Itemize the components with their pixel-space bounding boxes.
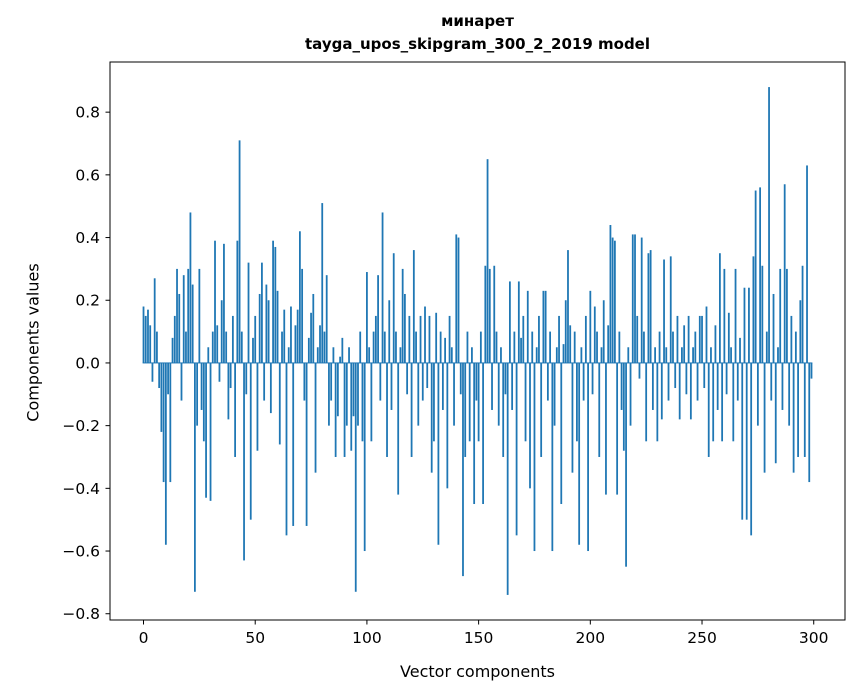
svg-text:0.6: 0.6 (75, 166, 100, 184)
x-axis-label: Vector components (400, 662, 555, 681)
svg-text:−0.2: −0.2 (62, 417, 100, 435)
svg-text:−0.4: −0.4 (62, 480, 100, 498)
svg-text:0.2: 0.2 (75, 292, 100, 310)
svg-text:0.4: 0.4 (75, 229, 100, 247)
svg-text:0.8: 0.8 (75, 104, 100, 122)
svg-text:50: 50 (245, 629, 265, 647)
svg-text:250: 250 (687, 629, 717, 647)
svg-text:200: 200 (576, 629, 606, 647)
chart-subtitle: tayga_upos_skipgram_300_2_2019 model (305, 35, 650, 54)
svg-text:−0.6: −0.6 (62, 543, 100, 561)
title-block: минарет tayga_upos_skipgram_300_2_2019 m… (110, 10, 845, 57)
svg-text:−0.8: −0.8 (62, 605, 100, 623)
svg-text:100: 100 (352, 629, 382, 647)
svg-text:0: 0 (139, 629, 149, 647)
svg-text:0.0: 0.0 (75, 354, 100, 372)
svg-text:150: 150 (464, 629, 494, 647)
svg-text:300: 300 (799, 629, 829, 647)
chart-title: минарет (441, 12, 514, 30)
